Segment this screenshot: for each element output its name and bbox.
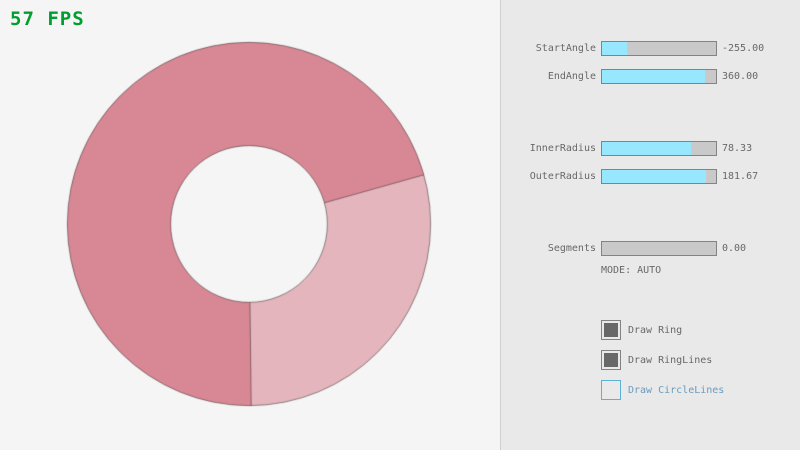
draw-ring-checkbox[interactable] (601, 320, 621, 340)
inner-radius-value: 78.33 (722, 142, 753, 154)
draw-circlelines-checkbox[interactable] (601, 380, 621, 400)
segments-row: Segments 0.00 (501, 240, 800, 256)
start-angle-slider[interactable] (601, 40, 717, 56)
ring-preview-canvas (0, 0, 500, 450)
segments-label: Segments (547, 242, 596, 254)
inner-radius-row: InnerRadius 78.33 (501, 140, 800, 156)
controls-panel: StartAngle -255.00 EndAngle 360.00 Inner… (500, 0, 800, 450)
checkbox-draw-ring[interactable]: Draw Ring (601, 320, 682, 340)
outer-radius-slider-fill (602, 169, 706, 183)
start-angle-slider-fill (602, 41, 627, 55)
checkbox-check-mark (604, 323, 618, 337)
checkbox-draw-ringlines[interactable]: Draw RingLines (601, 350, 712, 370)
draw-circlelines-label: Draw CircleLines (628, 384, 725, 396)
segments-mode-text: MODE: AUTO (601, 265, 662, 276)
outer-radius-slider[interactable] (601, 168, 717, 184)
end-angle-row: EndAngle 360.00 (501, 68, 800, 84)
end-angle-value: 360.00 (722, 70, 759, 82)
end-angle-slider-fill (602, 69, 705, 83)
draw-ring-label: Draw Ring (628, 324, 683, 336)
outer-radius-row: OuterRadius 181.67 (501, 168, 800, 184)
segments-value: 0.00 (722, 242, 747, 254)
start-angle-value: -255.00 (722, 42, 765, 54)
checkbox-draw-circlelines[interactable]: Draw CircleLines (601, 380, 724, 400)
fps-counter: 57 FPS (10, 8, 85, 30)
start-angle-label: StartAngle (535, 42, 596, 54)
checkbox-check-mark (604, 353, 618, 367)
end-angle-label: EndAngle (547, 70, 596, 82)
segments-slider[interactable] (601, 240, 717, 256)
start-angle-row: StartAngle -255.00 (501, 40, 800, 56)
outer-radius-label: OuterRadius (529, 170, 596, 182)
inner-radius-slider[interactable] (601, 140, 717, 156)
draw-ringlines-checkbox[interactable] (601, 350, 621, 370)
inner-radius-label: InnerRadius (529, 142, 596, 154)
draw-ringlines-label: Draw RingLines (628, 354, 713, 366)
end-angle-slider[interactable] (601, 68, 717, 84)
outer-radius-value: 181.67 (722, 170, 759, 182)
inner-radius-slider-fill (602, 141, 692, 155)
